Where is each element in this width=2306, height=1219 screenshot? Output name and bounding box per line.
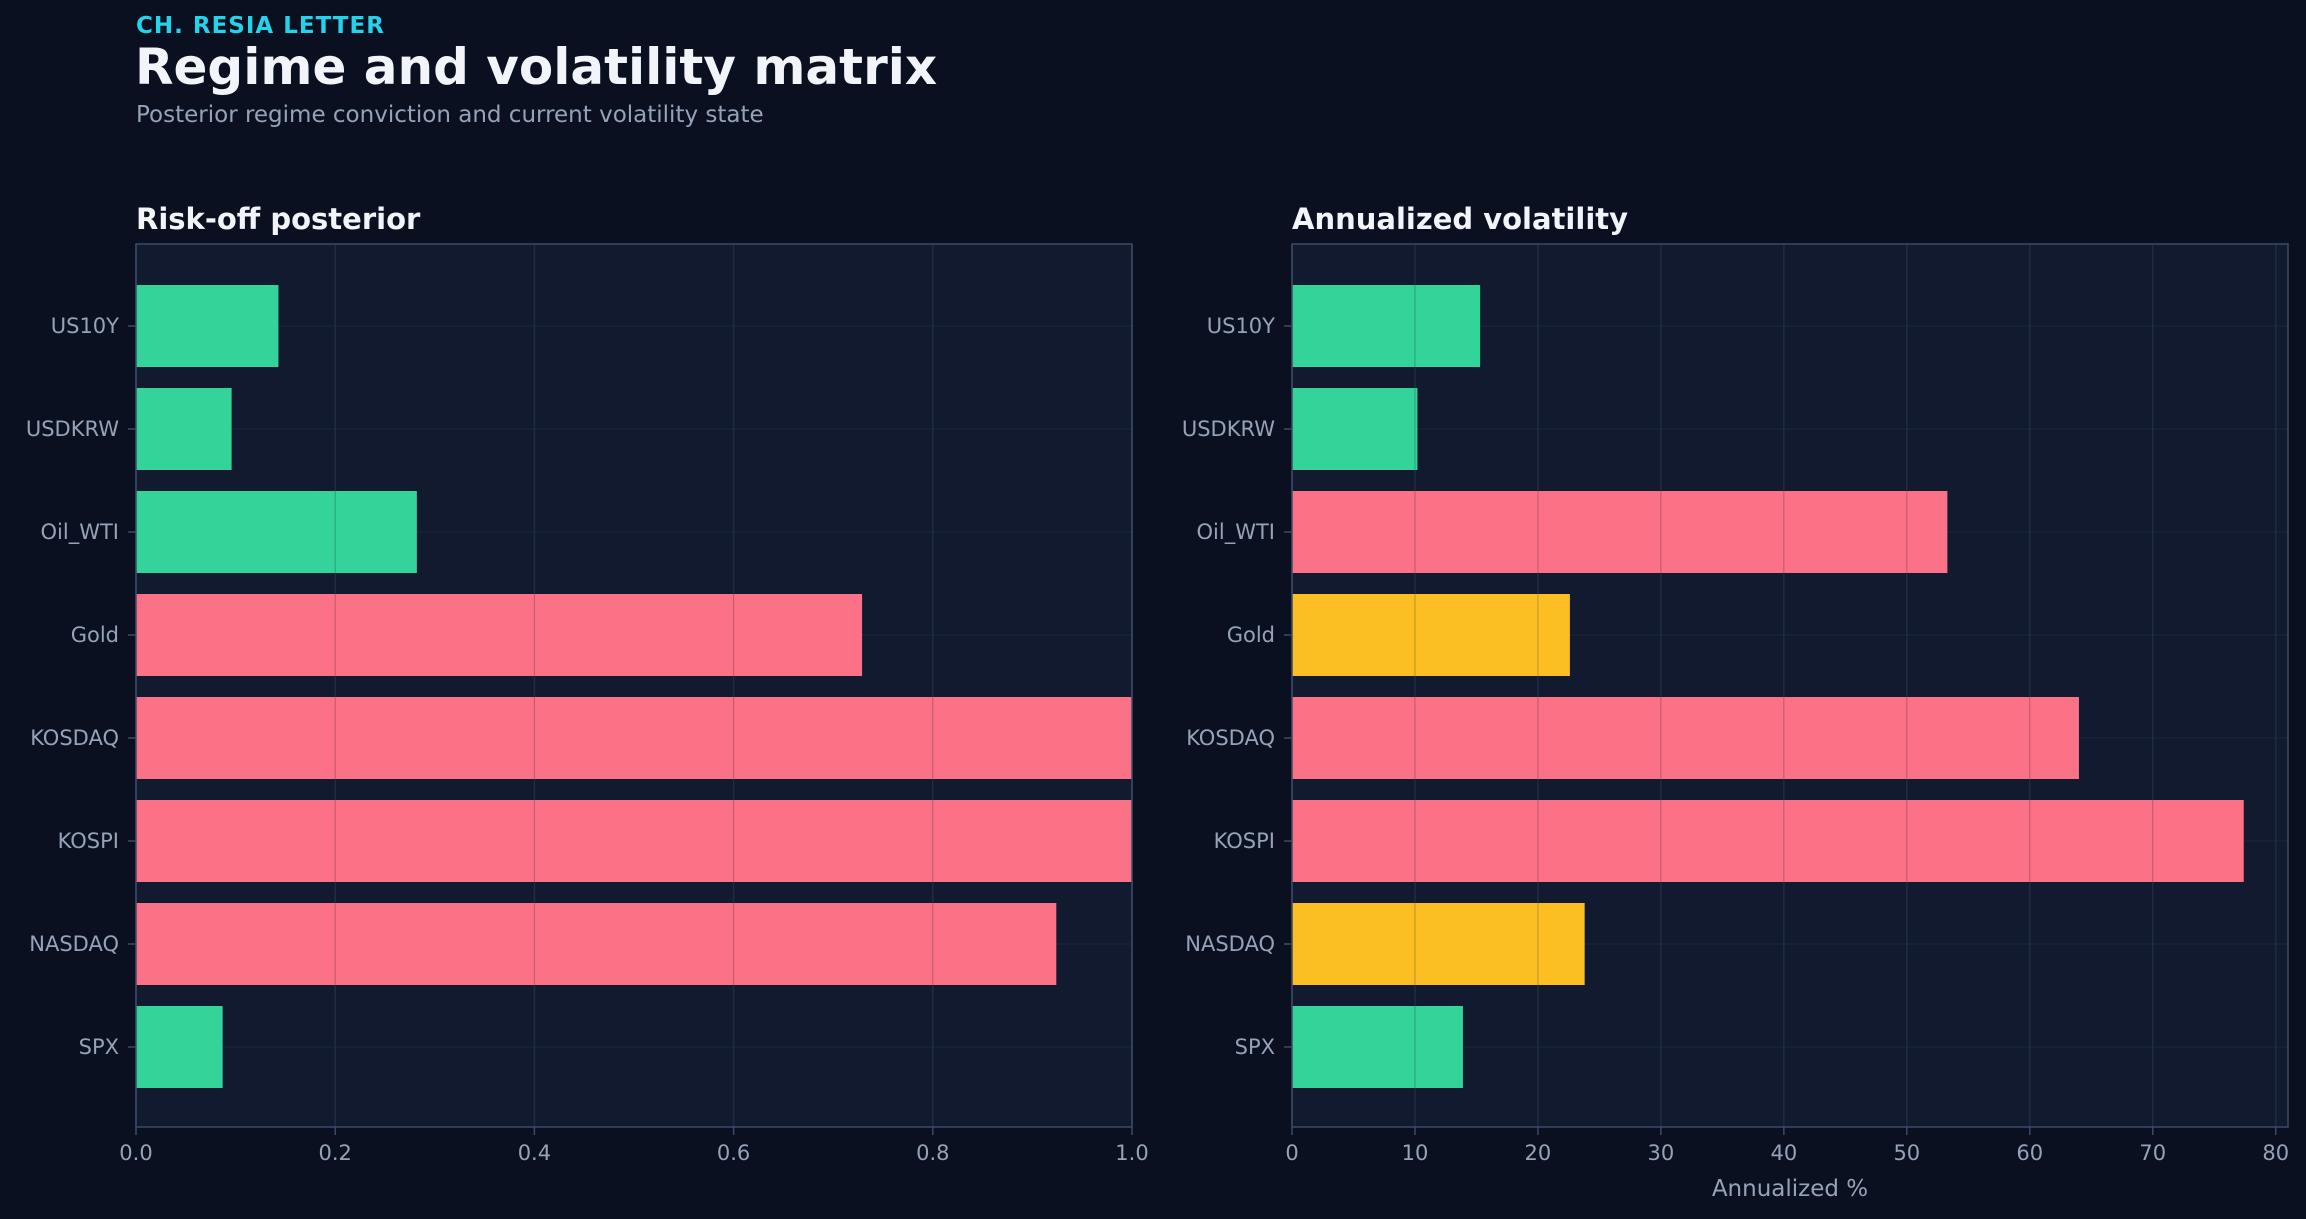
volatility-frame [1291, 243, 2289, 1128]
volatility-category-label: SPX [1235, 1035, 1275, 1059]
volatility-bar-usdkrw [1292, 388, 1418, 470]
risk-off-frame [135, 243, 1133, 1128]
risk-off-category-label: Gold [71, 623, 119, 647]
page-title: Regime and volatility matrix [135, 38, 938, 96]
risk-off-category-label: KOSPI [58, 829, 119, 853]
volatility-tick-label: 30 [1648, 1141, 1675, 1165]
risk-off-tick-label: 0.2 [318, 1141, 351, 1165]
volatility-bar-nasdaq [1292, 903, 1585, 985]
risk-off-tick-label: 1.0 [1115, 1141, 1148, 1165]
risk-off-category-label: US10Y [51, 314, 119, 338]
volatility-category-label: Gold [1227, 623, 1275, 647]
volatility-tick-label: 10 [1402, 1141, 1429, 1165]
risk-off-plot-area [136, 244, 1132, 1127]
volatility-panel-title: Annualized volatility [1292, 202, 1628, 236]
volatility-category-label: KOSPI [1214, 829, 1275, 853]
volatility-x-axis-title: Annualized % [1712, 1176, 1868, 1202]
volatility-bar-us10y [1292, 285, 1481, 367]
volatility-category-label: NASDAQ [1185, 932, 1275, 956]
risk-off-tick-label: 0.4 [518, 1141, 551, 1165]
volatility-category-label: Oil_WTI [1197, 520, 1275, 545]
volatility-tick-label: 60 [2016, 1141, 2043, 1165]
risk-off-category-label: KOSDAQ [30, 726, 119, 750]
volatility-tick-label: 80 [2262, 1141, 2289, 1165]
volatility-bar-kospi [1292, 800, 2244, 882]
risk-off-tick-label: 0.8 [916, 1141, 949, 1165]
risk-off-bar-kosdaq [136, 697, 1132, 779]
risk-off-tick-label: 0.0 [119, 1141, 152, 1165]
risk-off-bar-us10y [136, 285, 279, 367]
risk-off-bar-kospi [136, 800, 1132, 882]
risk-off-category-label: SPX [79, 1035, 119, 1059]
risk-off-panel-title: Risk-off posterior [136, 202, 421, 236]
volatility-bar-oil-wti [1292, 491, 1948, 573]
volatility-tick-label: 40 [1770, 1141, 1797, 1165]
risk-off-bar-spx [136, 1006, 223, 1088]
volatility-bar-gold [1292, 594, 1570, 676]
volatility-category-label: US10Y [1207, 314, 1275, 338]
volatility-tick-label: 50 [1893, 1141, 1920, 1165]
risk-off-tick-label: 0.6 [717, 1141, 750, 1165]
risk-off-bar-gold [136, 594, 863, 676]
risk-off-bar-nasdaq [136, 903, 1057, 985]
volatility-bar-spx [1292, 1006, 1463, 1088]
volatility-tick-label: 20 [1525, 1141, 1552, 1165]
risk-off-bar-oil-wti [136, 491, 417, 573]
volatility-plot-area [1292, 244, 2288, 1127]
volatility-category-label: USDKRW [1182, 417, 1275, 441]
volatility-bar-kosdaq [1292, 697, 2079, 779]
risk-off-category-label: USDKRW [26, 417, 119, 441]
volatility-tick-label: 0 [1285, 1141, 1298, 1165]
risk-off-category-label: Oil_WTI [41, 520, 119, 545]
risk-off-category-label: NASDAQ [29, 932, 119, 956]
page-subtitle: Posterior regime conviction and current … [136, 102, 764, 128]
volatility-tick-label: 70 [2139, 1141, 2166, 1165]
volatility-category-label: KOSDAQ [1186, 726, 1275, 750]
risk-off-bar-usdkrw [136, 388, 232, 470]
kicker-label: CH. RESIA LETTER [136, 13, 385, 39]
